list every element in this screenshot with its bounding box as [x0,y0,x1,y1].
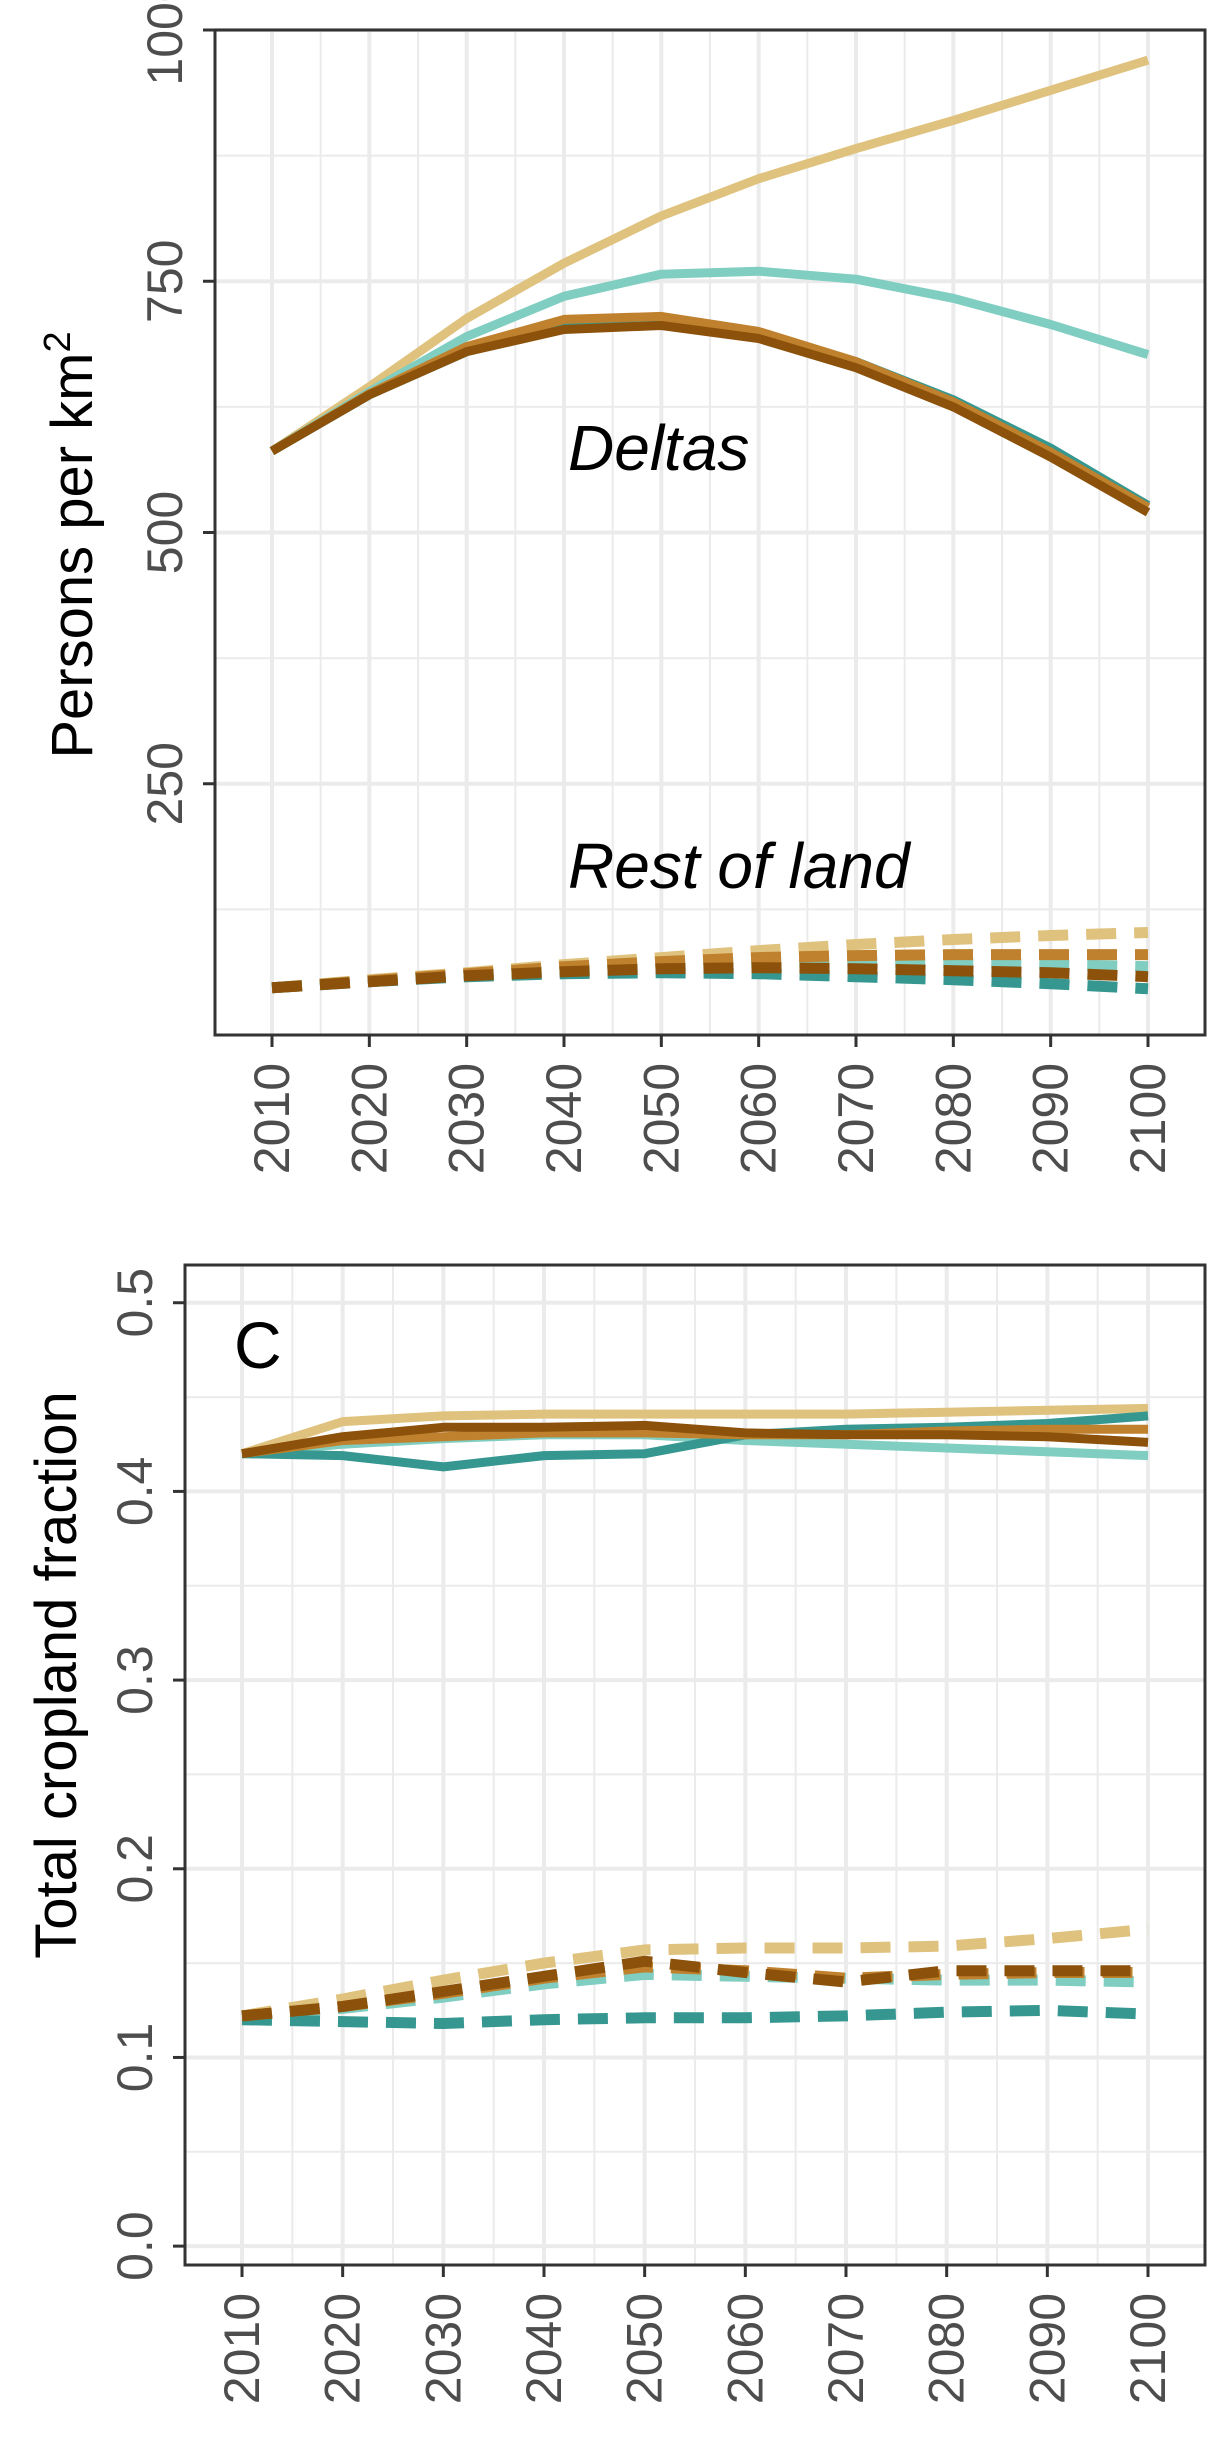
x-tick-label: 2090 [1023,1063,1079,1174]
y-tick-label: 0.0 [107,2211,163,2281]
y-axis-title: Total cropland fraction [24,1391,89,1958]
y-tick-label: 0.4 [107,1457,163,1527]
x-tick-label: 2030 [415,2293,471,2404]
panel-border [183,1263,1207,2267]
series-group [240,1403,1149,2029]
y-tick-label: 1000 [137,0,193,86]
x-tick-label: 2020 [315,2293,371,2404]
y-tick-label: 0.2 [107,1834,163,1904]
series-line-deltas-ssp1 [240,1403,1149,1458]
y-axis-ticks: 0.0 0.1 0.2 0.3 0.4 0.5 [107,1268,185,2281]
series-line-deltas-ssp2 [269,266,1150,455]
x-tick-label: 2080 [925,1063,981,1174]
y-axis-title: Persons per km2 [37,331,105,758]
x-tick-label: 2070 [818,2293,874,2404]
series-line-deltas-ssp5 [241,1420,1149,1459]
x-tick-label: 2050 [617,2293,673,2404]
x-tick-label: 2040 [536,1063,592,1174]
x-tick-label: 2090 [1019,2293,1075,2404]
y-tick-label: 250 [137,742,193,825]
y-axis-title-superscript: 2 [37,331,79,352]
annotation-rest-of-land: Rest of land [568,830,912,902]
y-tick-label: 0.1 [107,2023,163,2093]
series-line-deltas-ssp1 [269,55,1150,455]
x-tick-label: 2030 [439,1063,495,1174]
series-group [269,55,1151,995]
x-tick-label: 2060 [717,2293,773,2404]
x-tick-label: 2010 [214,2293,270,2404]
y-tick-label: 750 [137,240,193,323]
x-tick-label: 2060 [731,1063,787,1174]
panel-label: C [234,1308,282,1382]
x-tick-label: 2040 [516,2293,572,2404]
annotation-deltas: Deltas [568,412,749,484]
panel-cropland-fraction: 0.00.10.20.30.40.5 2010 2020 2030 2040 2050 2… [24,1263,1207,2404]
x-axis-ticks: 2010 2020 2030 2040 2050 2060 2070 2080 2090 2100 [214,2265,1176,2404]
series-line-deltas-ssp4 [241,1424,1148,1459]
x-tick-label: 2100 [1120,1063,1176,1174]
x-tick-label: 2050 [633,1063,689,1174]
series-line-rest-of-land-ssp3 [241,2004,1149,2029]
series-line-deltas-ssp3 [241,1411,1149,1472]
x-tick-label: 2070 [828,1063,884,1174]
x-tick-label: 2100 [1120,2293,1176,2404]
x-tick-label: 2080 [919,2293,975,2404]
x-tick-label: 2020 [341,1063,397,1174]
series-line-rest-of-land-ssp1 [241,1923,1149,2022]
y-tick-label: 0.3 [107,1645,163,1715]
y-axis-ticks: 250 500 750 1000 [137,0,215,825]
series-line-deltas-ssp5 [269,321,1151,517]
series-line-rest-of-land-ssp5 [271,962,1149,994]
x-axis-ticks: 2010 2020 2030 2040 2050 2060 2070 2080 2090 2100 [244,1035,1176,1174]
series-line-rest-of-land-ssp5 [241,1955,1148,2022]
y-axis-title-text: Persons per km [40,352,105,758]
x-tick-label: 2010 [244,1063,300,1174]
grid [215,28,1205,1035]
y-tick-label: 0.5 [107,1268,163,1338]
y-tick-label: 500 [137,491,193,574]
